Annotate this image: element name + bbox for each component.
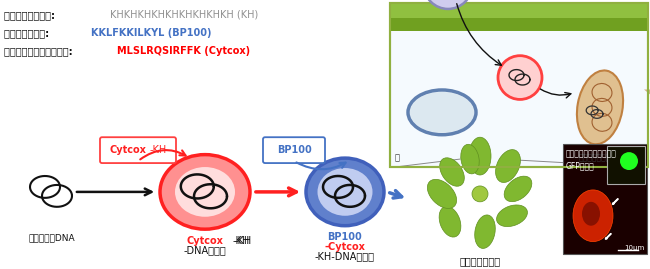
Ellipse shape bbox=[175, 167, 235, 217]
Text: -KH-DNA複合体: -KH-DNA複合体 bbox=[315, 252, 375, 261]
Text: ミトコンドリアにおける
GFPの発現: ミトコンドリアにおける GFPの発現 bbox=[566, 149, 617, 170]
Circle shape bbox=[620, 152, 638, 170]
Text: 10μm: 10μm bbox=[624, 245, 644, 250]
Polygon shape bbox=[644, 65, 650, 112]
Ellipse shape bbox=[474, 215, 495, 248]
Text: 核: 核 bbox=[395, 153, 400, 162]
Bar bbox=[607, 146, 645, 184]
Text: -DNA複合体: -DNA複合体 bbox=[183, 246, 226, 256]
Ellipse shape bbox=[497, 205, 527, 226]
Text: ミトコンドリア移行配列:: ミトコンドリア移行配列: bbox=[4, 46, 76, 56]
Ellipse shape bbox=[439, 158, 464, 186]
Bar bbox=[390, 18, 648, 31]
Text: Cytcox: Cytcox bbox=[110, 145, 147, 155]
Text: KHKHKHKHKHKHKHKHKH (KH): KHKHKHKHKHKHKHKHKH (KH) bbox=[110, 10, 258, 20]
Text: シロイヌナズナ: シロイヌナズナ bbox=[460, 257, 500, 267]
Text: ミトコンドリア: ミトコンドリア bbox=[578, 153, 611, 162]
Text: KKLFKKILKYL (BP100): KKLFKKILKYL (BP100) bbox=[91, 28, 211, 38]
Circle shape bbox=[498, 56, 542, 100]
Text: MLSLRQSIRFFK (Cytcox): MLSLRQSIRFFK (Cytcox) bbox=[117, 46, 250, 56]
Ellipse shape bbox=[582, 202, 600, 226]
Ellipse shape bbox=[410, 92, 474, 133]
Ellipse shape bbox=[573, 190, 613, 242]
Ellipse shape bbox=[495, 150, 521, 182]
Text: ポリカチオン配列:: ポリカチオン配列: bbox=[4, 10, 58, 20]
Ellipse shape bbox=[428, 179, 456, 208]
Text: -Cytcox: -Cytcox bbox=[324, 242, 365, 252]
Ellipse shape bbox=[504, 176, 532, 202]
Ellipse shape bbox=[469, 137, 491, 175]
Circle shape bbox=[424, 0, 472, 9]
Bar bbox=[390, 3, 648, 31]
Circle shape bbox=[472, 186, 488, 202]
Ellipse shape bbox=[461, 144, 479, 174]
Bar bbox=[390, 3, 648, 167]
Bar bbox=[563, 144, 647, 254]
Text: BP100: BP100 bbox=[277, 145, 311, 155]
Bar bbox=[390, 3, 648, 167]
Text: BP100: BP100 bbox=[328, 232, 363, 242]
Text: プラスミドDNA: プラスミドDNA bbox=[29, 234, 75, 243]
Ellipse shape bbox=[306, 158, 384, 226]
FancyBboxPatch shape bbox=[100, 137, 176, 163]
Ellipse shape bbox=[577, 70, 623, 144]
Text: 細胞膜透過配列:: 細胞膜透過配列: bbox=[4, 28, 53, 38]
Ellipse shape bbox=[439, 206, 461, 237]
Ellipse shape bbox=[160, 155, 250, 229]
Ellipse shape bbox=[317, 168, 372, 216]
Text: Cytcox: Cytcox bbox=[187, 236, 224, 246]
FancyBboxPatch shape bbox=[263, 137, 325, 163]
Text: -KH: -KH bbox=[150, 145, 167, 155]
Text: -KH: -KH bbox=[233, 236, 250, 246]
Text: -KH: -KH bbox=[235, 236, 252, 246]
